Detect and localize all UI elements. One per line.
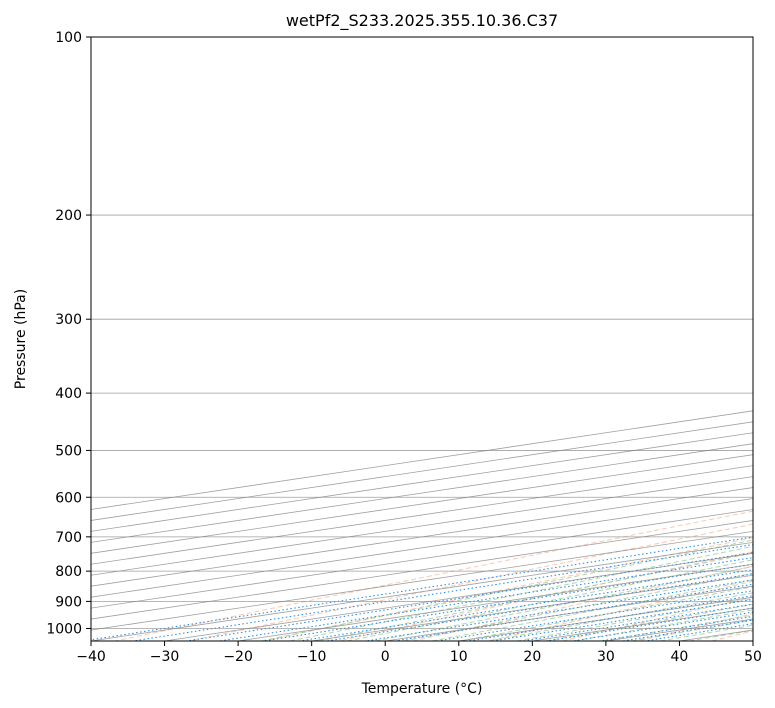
y-tick-label: 800: [55, 564, 82, 580]
mixing-ratio-line: [299, 569, 753, 641]
y-tick-label: 300: [55, 312, 82, 328]
isotherm-line: [752, 640, 753, 641]
y-axis-label: Pressure (hPa): [13, 289, 29, 389]
y-tick-label: 900: [55, 594, 82, 610]
x-tick-label: 30: [597, 649, 615, 665]
plot-area: [91, 37, 753, 641]
x-tick-label: −10: [297, 649, 327, 665]
x-tick-label: 20: [523, 649, 541, 665]
x-axis-label: Temperature (°C): [361, 681, 483, 697]
y-tick-label: 600: [55, 490, 82, 506]
x-tick-label: 50: [744, 649, 762, 665]
isotherm-line: [91, 465, 753, 565]
y-tick-label: 1000: [46, 621, 82, 637]
mixing-ratio-line: [365, 579, 753, 641]
x-tick-label: −40: [76, 649, 106, 665]
isotherm-line: [91, 498, 753, 598]
isotherm-line: [91, 509, 753, 609]
x-tick-label: −30: [150, 649, 180, 665]
dewpoint-profile-line: [757, 37, 775, 581]
isotherm-line: [91, 530, 753, 631]
y-tick-label: 700: [55, 530, 82, 546]
mixing-ratio-line: [132, 544, 753, 641]
mixing-ratio-line: [436, 590, 753, 641]
isotherm-line: [91, 520, 753, 620]
chart-title: wetPf2_S233.2025.355.10.36.C37: [286, 11, 558, 31]
isotherm-line: [91, 487, 753, 587]
axes-layer: −40 −30 −20 −10 0 10 20 30 40 50 100 200 300 400 500 60…: [46, 30, 762, 665]
grid-layer: [91, 37, 753, 641]
y-tick-label: 500: [55, 443, 82, 459]
isotherm-line: [91, 443, 753, 543]
plot-background: [91, 37, 753, 641]
isotherm-line: [91, 454, 753, 554]
x-tick-label: 0: [381, 649, 390, 665]
mixing-ratio-line: [546, 607, 753, 641]
plot-frame: [90, 36, 754, 642]
x-tick-label: −20: [223, 649, 253, 665]
data-layer: [757, 37, 775, 581]
mixing-ratio-line: [186, 552, 753, 641]
y-tick-label: 100: [55, 30, 82, 46]
x-tick-label: 40: [671, 649, 689, 665]
isotherm-line: [91, 476, 753, 576]
y-tick-label: 200: [55, 208, 82, 224]
x-tick-label: 10: [450, 649, 468, 665]
dry-adiabat-line: [114, 510, 753, 641]
y-tick-label: 400: [55, 386, 82, 402]
mixing-ratio-line: [600, 615, 753, 641]
mixing-ratio-line: [492, 598, 753, 641]
dry-adiabat-line: [264, 537, 753, 641]
